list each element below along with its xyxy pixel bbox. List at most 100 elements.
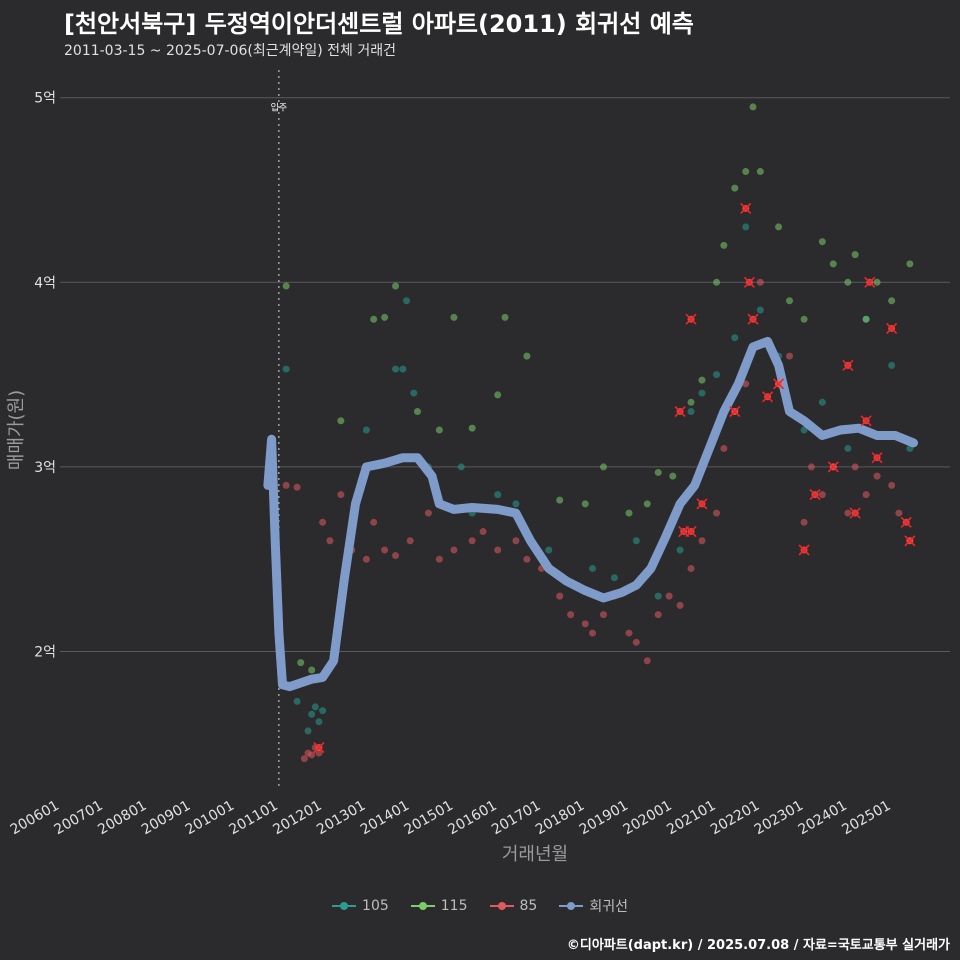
- point-115: [888, 297, 896, 305]
- highlight-cross: [886, 322, 898, 335]
- point-105: [410, 389, 418, 397]
- point-85: [293, 483, 301, 491]
- x-tick-label: 200801: [95, 798, 149, 839]
- point-105: [713, 371, 721, 379]
- highlight-marker: [696, 498, 708, 510]
- point-85: [308, 751, 316, 759]
- point-115: [581, 500, 589, 508]
- point-115: [749, 103, 757, 111]
- point-85: [888, 481, 896, 489]
- point-115: [720, 241, 728, 249]
- legend-item-85[interactable]: 85: [489, 896, 537, 916]
- point-85: [406, 537, 414, 545]
- highlight-cross: [740, 202, 752, 215]
- highlight-marker: [900, 516, 912, 528]
- highlight-cross: [696, 498, 708, 510]
- point-85: [800, 518, 808, 526]
- point-85: [450, 546, 458, 554]
- point-85: [315, 749, 323, 757]
- highlight-marker: [886, 322, 898, 335]
- legend-key-85: [489, 899, 514, 913]
- highlight-cross: [773, 378, 785, 390]
- point-85: [523, 555, 531, 563]
- point-85: [337, 491, 345, 499]
- point-115: [654, 468, 662, 476]
- legend-label-115: 115: [440, 898, 468, 914]
- highlight-marker: [740, 202, 752, 215]
- point-85: [381, 546, 389, 554]
- point-115: [381, 313, 389, 321]
- point-105: [403, 297, 411, 305]
- highlight-cross: [904, 535, 916, 547]
- highlight-marker: [674, 405, 686, 418]
- point-85: [512, 537, 520, 545]
- highlight-marker: [729, 405, 741, 418]
- point-115: [413, 408, 421, 416]
- x-tick-label: 201801: [533, 798, 587, 839]
- x-tick-label: 202501: [839, 798, 893, 839]
- x-tick-label: 201501: [402, 798, 456, 839]
- legend-item-regression[interactable]: 회귀선: [559, 896, 628, 916]
- x-tick-label: 201201: [270, 798, 324, 839]
- x-tick-label: 202201: [708, 798, 762, 839]
- point-85: [818, 491, 826, 499]
- point-115: [873, 278, 881, 286]
- highlight-cross: [871, 452, 883, 464]
- legend-key-regression: [559, 899, 584, 913]
- point-115: [643, 500, 651, 508]
- point-115: [687, 398, 695, 406]
- point-105: [589, 564, 597, 572]
- point-105: [654, 592, 662, 600]
- highlight-marker: [809, 489, 821, 501]
- point-115: [829, 260, 837, 268]
- point-105: [844, 444, 852, 452]
- highlight-marker: [798, 544, 810, 556]
- point-115: [731, 184, 739, 192]
- point-85: [756, 278, 764, 286]
- point-85: [479, 528, 487, 536]
- point-85: [643, 657, 651, 665]
- point-85: [844, 509, 852, 517]
- x-axis-title: 거래년월: [502, 844, 568, 865]
- legend: 105 115 85 회귀선: [0, 896, 960, 916]
- highlight-cross: [842, 359, 854, 371]
- point-105: [545, 546, 553, 554]
- move-in-label: 입주: [271, 102, 288, 114]
- point-85: [567, 611, 575, 619]
- legend-item-105[interactable]: 105: [332, 896, 389, 916]
- point-105: [315, 718, 323, 726]
- chart-subtitle: 2011-03-15 ~ 2025-07-06(최근계약일) 전체 거래건: [64, 43, 396, 59]
- point-115: [392, 282, 400, 290]
- point-115: [818, 238, 826, 246]
- x-tick-label: 201701: [489, 798, 543, 839]
- point-85: [468, 537, 476, 545]
- legend-key-105: [332, 899, 357, 913]
- point-105: [512, 500, 520, 508]
- point-105: [632, 537, 640, 545]
- point-85: [676, 601, 684, 609]
- point-105: [698, 389, 706, 397]
- highlight-cross: [809, 489, 821, 501]
- point-85: [599, 611, 607, 619]
- point-85: [300, 755, 308, 763]
- y-tick-label: 5억: [34, 91, 56, 107]
- point-85: [654, 611, 662, 619]
- highlight-marker: [678, 525, 690, 538]
- point-105: [392, 365, 400, 373]
- point-85: [851, 463, 859, 471]
- point-115: [297, 659, 305, 667]
- highlight-markers: [313, 202, 916, 754]
- point-85: [895, 509, 903, 517]
- chart-title: [천안서북구] 두정역이안더센트럴 아파트(2011) 회귀선 예측: [64, 10, 694, 38]
- point-105: [818, 398, 826, 406]
- point-85: [362, 555, 370, 563]
- legend-item-115[interactable]: 115: [410, 896, 468, 916]
- point-85: [435, 555, 443, 563]
- point-115: [556, 496, 564, 504]
- source-credit: ©디아파트(dapt.kr) / 2025.07.08 / 자료=국토교통부 실…: [566, 938, 950, 953]
- point-85: [625, 629, 633, 637]
- point-115: [501, 313, 509, 321]
- point-85: [742, 380, 750, 388]
- point-115: [337, 417, 345, 425]
